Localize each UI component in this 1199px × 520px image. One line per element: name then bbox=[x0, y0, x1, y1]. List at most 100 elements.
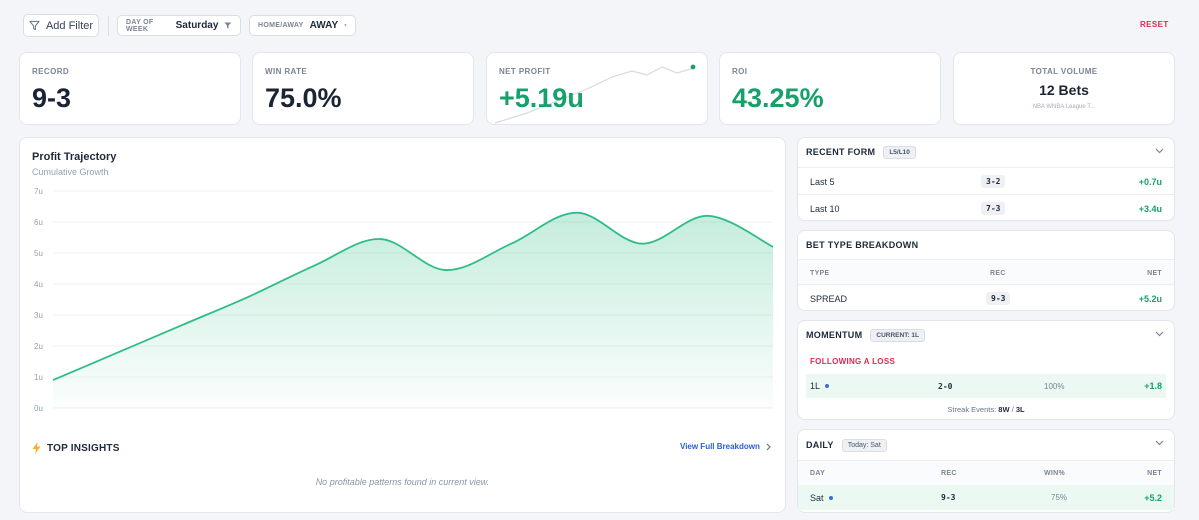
daily-badge: Today: Sat bbox=[841, 438, 887, 452]
form-label: Last 5 bbox=[810, 176, 835, 187]
view-full-breakdown-link[interactable]: View Full Breakdown bbox=[680, 442, 771, 451]
streak-separator: / bbox=[1011, 405, 1014, 414]
col-header-net: NET bbox=[1147, 270, 1162, 277]
lightning-icon bbox=[32, 442, 41, 454]
momentum-section-title: FOLLOWING A LOSS bbox=[810, 357, 896, 366]
insights-empty-message: No profitable patterns found in current … bbox=[315, 477, 490, 487]
top-insights-title: TOP INSIGHTS bbox=[47, 442, 120, 454]
recent-form-panel: RECENT FORM L5/L10 Last 5 3-2 +0.7u Last… bbox=[797, 137, 1175, 221]
y-tick-label: 3u bbox=[34, 311, 43, 320]
streak-events: Streak Events: 8W / 3L bbox=[798, 405, 1174, 414]
top-insights-header: TOP INSIGHTS bbox=[32, 442, 120, 454]
indicator-dot bbox=[828, 495, 833, 500]
y-tick-label: 1u bbox=[34, 373, 43, 382]
stat-value: 75.0% bbox=[265, 83, 342, 113]
momentum-badge: CURRENT: 1L bbox=[870, 328, 926, 342]
daily-title: DAILY bbox=[806, 440, 834, 450]
league-list: NBA WNBA League T... bbox=[1032, 104, 1096, 110]
bet-type-title: BET TYPE BREAKDOWN bbox=[806, 240, 919, 250]
form-net: +0.7u bbox=[1138, 176, 1162, 187]
table-row: Last 5 3-2 +0.7u bbox=[798, 167, 1174, 194]
stat-value: 43.25% bbox=[732, 83, 824, 113]
col-header-rec: REC bbox=[941, 470, 957, 477]
recent-form-header[interactable]: RECENT FORM L5/L10 bbox=[806, 138, 1166, 166]
stat-card-net-profit: NET PROFIT +5.19u bbox=[486, 52, 708, 125]
profit-line bbox=[52, 211, 774, 381]
bet-type-record: 9-3 bbox=[986, 292, 1011, 305]
chevron-down-icon[interactable] bbox=[1155, 331, 1164, 337]
add-filter-label: Add Filter bbox=[45, 19, 94, 32]
table-header-row: DAY REC WIN% NET bbox=[798, 460, 1174, 485]
stat-card-record: RECORD 9-3 bbox=[19, 52, 241, 125]
add-filter-button[interactable]: Add Filter bbox=[23, 14, 99, 37]
col-header-rec: REC bbox=[990, 270, 1006, 277]
y-tick-label: 5u bbox=[34, 249, 43, 258]
y-tick-label: 4u bbox=[34, 280, 43, 289]
profit-trajectory-card: Profit Trajectory Cumulative Growth 0u 1u… bbox=[19, 137, 786, 513]
indicator-dot bbox=[825, 384, 830, 388]
filter-chip-value: Saturday bbox=[175, 20, 219, 31]
chevron-down-icon[interactable] bbox=[1155, 148, 1164, 154]
stat-label: RECORD bbox=[32, 67, 70, 76]
stat-card-roi: ROI 43.25% bbox=[719, 52, 941, 125]
net-profit-sparkline bbox=[494, 64, 696, 124]
stat-label: TOTAL VOLUME bbox=[1030, 67, 1098, 76]
chevron-down-icon[interactable] bbox=[1155, 440, 1164, 446]
filter-chip-label: DAY OF WEEK bbox=[126, 18, 154, 33]
momentum-streak-label: 1L bbox=[810, 381, 821, 391]
funnel-icon[interactable] bbox=[344, 21, 347, 30]
view-full-breakdown-label: View Full Breakdown bbox=[680, 442, 760, 451]
momentum-row: 1L 2-0 100% +1.8 bbox=[806, 374, 1166, 398]
daily-header[interactable]: DAILY Today: Sat bbox=[806, 430, 1166, 460]
stat-value: 12 Bets bbox=[1039, 82, 1089, 98]
stat-label: WIN RATE bbox=[265, 67, 308, 76]
stat-label: ROI bbox=[732, 67, 748, 76]
y-tick-label: 0u bbox=[34, 404, 43, 413]
y-tick-label: 6u bbox=[34, 218, 43, 227]
daily-win-pct: 75% bbox=[1051, 493, 1068, 502]
daily-row: Sat 9-3 75% +5.2 bbox=[798, 485, 1174, 510]
y-tick-label: 7u bbox=[34, 187, 43, 196]
profit-chart: 0u 1u 2u 3u 4u 5u 6u 7u bbox=[34, 187, 774, 413]
recent-form-badge: L5/L10 bbox=[883, 145, 916, 159]
table-header-row: TYPE REC NET bbox=[798, 259, 1174, 286]
funnel-icon[interactable] bbox=[224, 21, 232, 30]
chart-title: Profit Trajectory bbox=[32, 151, 117, 163]
reset-button[interactable]: RESET bbox=[1140, 20, 1169, 29]
y-tick-label: 2u bbox=[34, 342, 43, 351]
momentum-header[interactable]: MOMENTUM CURRENT: 1L bbox=[806, 321, 1166, 349]
filter-chip-day-of-week[interactable]: DAY OF WEEK Saturday bbox=[117, 15, 241, 36]
stat-card-win-rate: WIN RATE 75.0% bbox=[252, 52, 474, 125]
bet-type-net: +5.2u bbox=[1138, 293, 1162, 304]
daily-panel: DAILY Today: Sat DAY REC WIN% NET Sat 9-… bbox=[797, 429, 1175, 513]
profit-area bbox=[53, 212, 773, 408]
stat-value: 9-3 bbox=[32, 83, 72, 113]
col-header-day: DAY bbox=[810, 470, 826, 477]
stat-card-total-volume: TOTAL VOLUME 12 Bets NBA WNBA League T..… bbox=[953, 52, 1175, 125]
recent-form-title: RECENT FORM bbox=[806, 147, 876, 157]
daily-net: +5.2 bbox=[1144, 492, 1162, 503]
filter-chip-home-away[interactable]: HOME/AWAY AWAY bbox=[249, 15, 356, 36]
momentum-title: MOMENTUM bbox=[806, 330, 863, 340]
chevron-right-icon bbox=[766, 443, 771, 450]
momentum-net: +1.8 bbox=[1144, 381, 1162, 391]
filter-chip-label: HOME/AWAY bbox=[258, 22, 304, 29]
stat-value: +5.19u bbox=[499, 83, 584, 113]
filter-icon bbox=[29, 20, 40, 31]
filter-chip-value: AWAY bbox=[309, 20, 339, 31]
form-record: 3-2 bbox=[981, 175, 1006, 188]
daily-day: Sat bbox=[810, 492, 824, 503]
filter-divider bbox=[108, 16, 109, 36]
momentum-record: 2-0 bbox=[938, 381, 953, 391]
table-row: SPREAD 9-3 +5.2u bbox=[798, 284, 1174, 311]
streak-wins: 8W bbox=[998, 405, 1010, 414]
form-label: Last 10 bbox=[810, 203, 840, 214]
table-row: Last 10 7-3 +3.4u bbox=[798, 194, 1174, 221]
col-header-net: NET bbox=[1147, 470, 1162, 477]
stat-label: NET PROFIT bbox=[499, 67, 551, 76]
bet-type-header: BET TYPE BREAKDOWN bbox=[806, 231, 1166, 259]
bet-type-panel: BET TYPE BREAKDOWN TYPE REC NET SPREAD 9… bbox=[797, 230, 1175, 311]
daily-record: 9-3 bbox=[941, 493, 956, 502]
momentum-pct: 100% bbox=[1044, 381, 1065, 391]
col-header-type: TYPE bbox=[810, 270, 830, 277]
